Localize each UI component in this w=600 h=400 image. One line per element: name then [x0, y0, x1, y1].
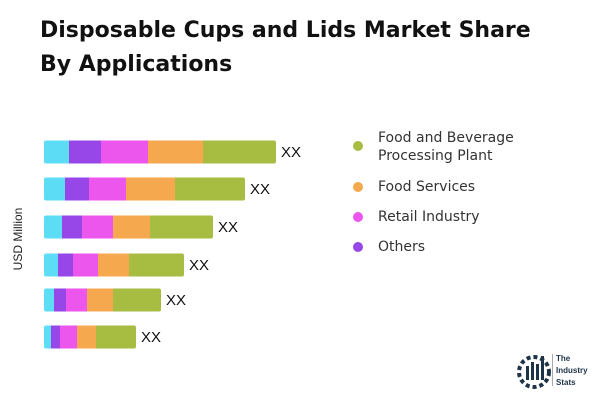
bar-segment-food-and-beverage-processing-plant [175, 177, 245, 201]
bar-segment-retail-industry [82, 215, 114, 239]
bar-segment-unlabeled [44, 288, 55, 312]
bar-row [44, 325, 136, 349]
logo-text-line: Stats [556, 378, 576, 387]
bar-segment-food-and-beverage-processing-plant [113, 288, 161, 312]
bar-segment-food-services [77, 325, 97, 349]
bar-segment-food-services [113, 215, 151, 239]
bar-row [44, 215, 213, 239]
data-label: XX [250, 181, 270, 198]
bar-segment-unlabeled [44, 325, 52, 349]
bar-segment-food-and-beverage-processing-plant [150, 215, 213, 239]
bar-segment-others [58, 253, 74, 277]
logo-text-line: The [556, 354, 571, 363]
chart-title: Disposable Cups and Lids Market Share By… [40, 18, 531, 77]
bar-segment-unlabeled [44, 215, 63, 239]
bar-row [44, 177, 245, 201]
bar-row [44, 140, 276, 164]
legend-swatch [353, 182, 363, 192]
legend-label: Others [378, 239, 426, 255]
legend-label: Food and Beverage Processing Plant [378, 130, 514, 164]
bar-segment-others [65, 177, 90, 201]
bar-segment-retail-industry [89, 177, 127, 201]
bar-row [44, 253, 184, 277]
bar-segment-others [69, 140, 102, 164]
bar-segment-unlabeled [44, 140, 70, 164]
data-label: XX [218, 219, 238, 236]
bar-segment-others [54, 288, 67, 312]
bar-segment-others [51, 325, 61, 349]
data-label: XX [141, 329, 161, 346]
bar-segment-retail-industry [73, 253, 99, 277]
bar-row [44, 288, 161, 312]
legend-swatch [353, 141, 363, 151]
bar-segment-food-and-beverage-processing-plant [203, 140, 276, 164]
data-label: XX [189, 257, 209, 274]
bar-segment-unlabeled [44, 253, 59, 277]
logo-text: The Industry Stats [556, 353, 588, 389]
logo: The Industry Stats [512, 350, 598, 390]
legend-swatch [353, 212, 363, 222]
logo-text-line: Industry [556, 366, 588, 375]
bar-segment-food-services [98, 253, 130, 277]
bar-segment-retail-industry [66, 288, 88, 312]
legend-swatch [353, 242, 363, 252]
bar-segment-food-and-beverage-processing-plant [129, 253, 184, 277]
data-label: XX [166, 292, 186, 309]
logo-divider [552, 354, 553, 386]
bar-segment-retail-industry [101, 140, 149, 164]
bar-segment-retail-industry [60, 325, 78, 349]
data-label: XX [281, 144, 301, 161]
bar-segment-food-services [126, 177, 176, 201]
bar-segment-others [62, 215, 83, 239]
legend-label: Food Services [378, 179, 476, 195]
bar-segment-food-services [148, 140, 204, 164]
bar-segment-food-services [87, 288, 114, 312]
legend-label: Retail Industry [378, 209, 480, 225]
bar-segment-unlabeled [44, 177, 66, 201]
bar-segment-food-and-beverage-processing-plant [96, 325, 136, 349]
gear-logo-icon [517, 355, 551, 389]
